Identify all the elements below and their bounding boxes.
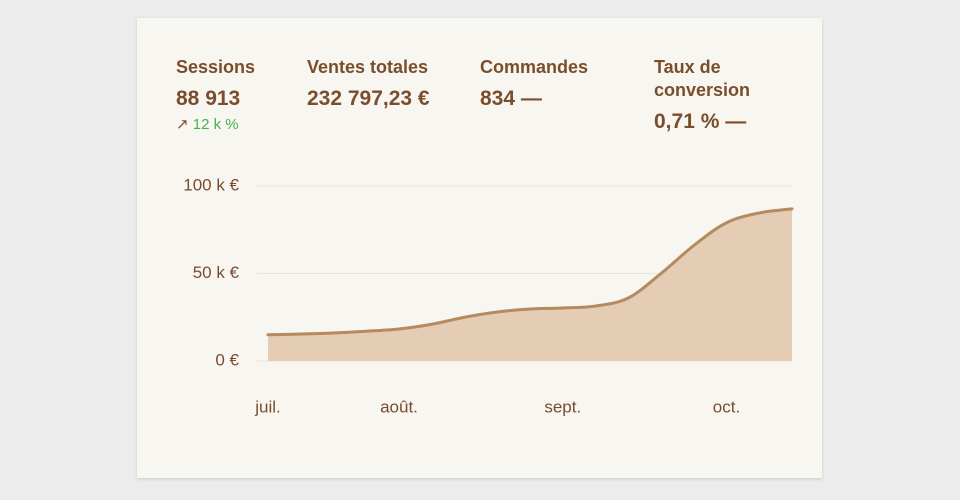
- y-tick-label: 50 k €: [193, 263, 240, 282]
- metric-value: 834 —: [480, 87, 542, 110]
- arrow-icon: ↗: [176, 116, 189, 133]
- line: [266, 207, 794, 337]
- x-tick-label: août.: [380, 397, 418, 416]
- y-tick-label: 100 k €: [183, 175, 239, 194]
- metric: Taux de conversion 0,71 % —: [654, 56, 774, 134]
- metric: Sessions 88 913 ↗ 12 k %: [176, 56, 286, 133]
- x-tick-label: sept.: [544, 397, 581, 416]
- x-tick-label: oct.: [713, 397, 740, 416]
- metric-delta-row: ↗ 12 k %: [176, 115, 286, 133]
- chart: 0 € 50 k € 100 k € juil. août. sept. oct.: [183, 175, 794, 416]
- metric-value: 88 913: [176, 87, 241, 110]
- card: Sessions 88 913 ↗ 12 k % Ventes totales …: [137, 18, 822, 478]
- y-tick-label: 0 €: [215, 350, 239, 369]
- metric: Commandes 834 —: [480, 56, 630, 111]
- metric-label: Sessions: [176, 57, 256, 77]
- metric-delta: 12 k %: [192, 116, 239, 133]
- x-tick-label: juil.: [254, 397, 281, 416]
- metric: Ventes totales 232 797,23 €: [307, 56, 467, 111]
- area: [268, 208, 792, 361]
- metric-label: Taux de conversion: [654, 57, 751, 100]
- metric-label: Commandes: [480, 57, 589, 77]
- metric-label: Ventes totales: [307, 57, 429, 77]
- metric-value: 0,71 % —: [654, 110, 747, 133]
- metric-value: 232 797,23 €: [307, 87, 430, 110]
